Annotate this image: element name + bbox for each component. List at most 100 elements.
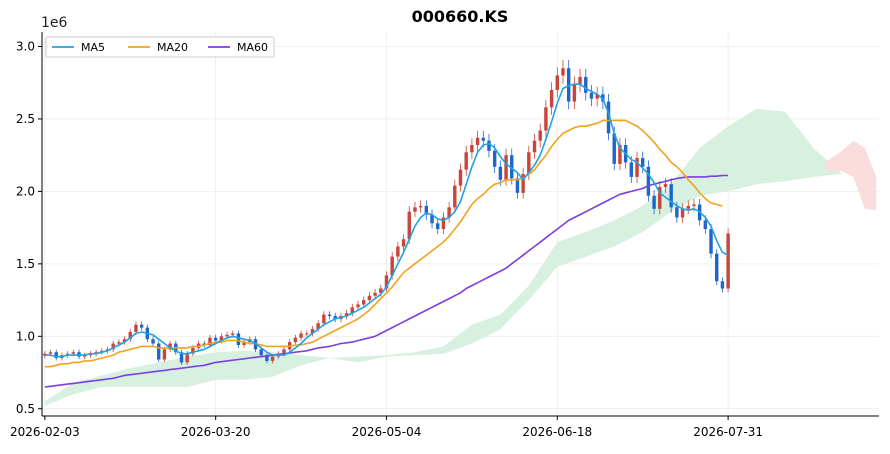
- candle-body: [293, 337, 298, 343]
- candle-body: [213, 337, 218, 341]
- candle-body: [669, 184, 673, 208]
- candle-body: [703, 220, 708, 230]
- candle-body: [663, 184, 668, 188]
- candle-body: [162, 349, 167, 360]
- candle-body: [595, 94, 599, 99]
- candle-body: [606, 101, 611, 134]
- legend-label-ma60: MA60: [237, 41, 268, 54]
- candle-body: [390, 256, 394, 276]
- candle-body: [322, 314, 326, 324]
- y-tick-label: 0.5: [16, 402, 35, 416]
- candle-body: [208, 337, 212, 345]
- candle-body: [270, 356, 275, 361]
- y-tick-label: 2.5: [16, 112, 35, 126]
- x-tick-label: 2026-07-31: [693, 425, 763, 439]
- candle-body: [407, 211, 411, 240]
- legend-label-ma20: MA20: [157, 41, 188, 54]
- candle-body: [151, 339, 155, 344]
- candle-body: [492, 150, 497, 167]
- candle-body: [470, 145, 474, 153]
- candle-body: [361, 300, 366, 305]
- candle-body: [401, 239, 406, 247]
- candle-body: [544, 107, 548, 131]
- candle-body: [464, 152, 468, 170]
- candle-body: [447, 207, 451, 218]
- candle-body: [521, 174, 525, 193]
- candle-body: [157, 343, 161, 360]
- x-tick-label: 2026-02-03: [10, 425, 80, 439]
- candle-body: [635, 158, 639, 177]
- y-tick-label: 1.5: [16, 257, 35, 271]
- candle-body: [555, 75, 560, 90]
- candle-body: [640, 158, 645, 167]
- ma20-line: [44, 119, 723, 368]
- y-offset-label: 1e6: [41, 15, 68, 31]
- candle-body: [344, 313, 349, 317]
- candle-body: [589, 92, 594, 99]
- candle-body: [458, 169, 463, 186]
- ma60-line: [44, 174, 729, 388]
- candle-body: [379, 288, 383, 293]
- candle-body: [168, 343, 172, 350]
- candle-body: [367, 295, 372, 301]
- candle-body: [532, 140, 537, 153]
- candle-body: [453, 185, 457, 208]
- candle-body: [396, 246, 400, 257]
- candle-body: [436, 223, 440, 230]
- ichimoku-cloud-bearish: [824, 140, 877, 211]
- y-tick-label: 2.0: [16, 184, 35, 198]
- x-tick-label: 2026-05-04: [352, 425, 422, 439]
- candle-body: [219, 336, 224, 341]
- candle-body: [333, 316, 337, 319]
- candle-body: [487, 140, 491, 151]
- y-tick-label: 3.0: [16, 39, 35, 53]
- candle-body: [612, 133, 616, 164]
- x-tick-label: 2026-03-20: [181, 425, 251, 439]
- candle-body: [572, 84, 577, 102]
- candle-body: [726, 233, 730, 289]
- candle-body: [584, 76, 588, 93]
- candle-body: [305, 333, 309, 335]
- candle-body: [179, 352, 184, 363]
- candle-body: [282, 349, 286, 354]
- candle-body: [441, 217, 446, 230]
- candle-body: [498, 166, 503, 180]
- candle-body: [225, 334, 229, 337]
- candle-body: [680, 208, 685, 218]
- candle-body: [629, 162, 634, 177]
- candle-body: [299, 333, 303, 338]
- candle-body: [384, 275, 389, 289]
- candle-body: [686, 205, 690, 209]
- candle-body: [561, 68, 565, 76]
- candle-body: [418, 205, 423, 208]
- candle-body: [265, 355, 269, 361]
- candle-body: [709, 229, 713, 254]
- candle-body: [646, 166, 651, 196]
- candle-body: [618, 145, 622, 164]
- ma5-line: [44, 83, 729, 358]
- candle-body: [475, 137, 480, 146]
- candle-body: [191, 347, 195, 354]
- y-tick-label: 1.0: [16, 329, 35, 343]
- candle-body: [720, 281, 725, 289]
- candle-body: [134, 324, 138, 332]
- candle-body: [373, 292, 377, 296]
- candle-body: [715, 253, 719, 282]
- x-tick-label: 2026-06-18: [522, 425, 592, 439]
- candle-body: [316, 323, 320, 330]
- candle-body: [430, 214, 434, 224]
- candle-body: [111, 343, 115, 350]
- candle-body: [413, 207, 417, 212]
- candle-body: [54, 352, 58, 359]
- candle-body: [350, 307, 355, 314]
- candle-body: [658, 187, 662, 209]
- candle-body: [481, 137, 485, 141]
- candle-body: [139, 324, 144, 328]
- candle-body: [424, 205, 429, 215]
- candle-body: [692, 204, 696, 206]
- candle-body: [515, 178, 520, 193]
- candle-body: [122, 339, 127, 343]
- candle-body: [71, 352, 76, 354]
